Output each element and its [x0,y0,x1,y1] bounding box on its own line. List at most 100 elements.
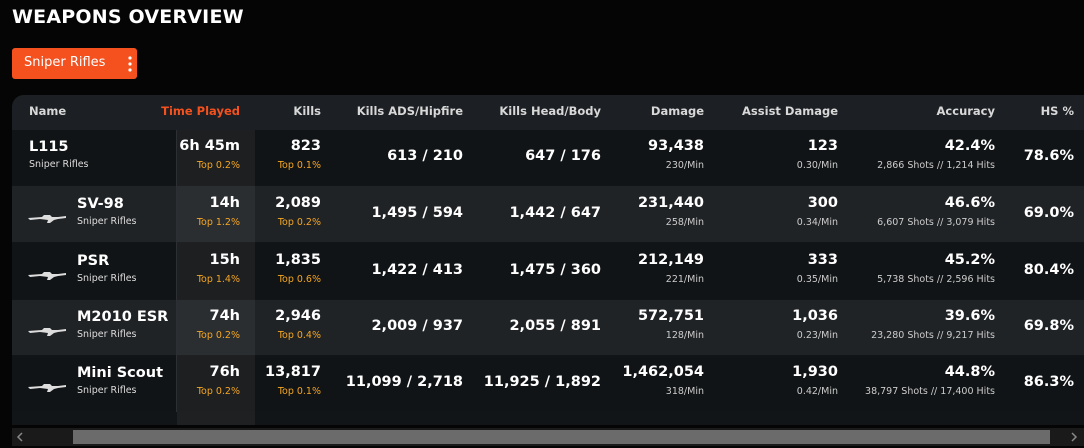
cell-subtext: Top 0.2% [196,160,240,171]
scroll-thumb[interactable] [73,430,1050,444]
cell-value: 74h [209,308,240,324]
cell-value: 1,475 / 360 [509,261,601,278]
cell-subtext: 0.35/Min [796,273,838,285]
weapon-name: SV-98 [77,195,124,212]
cell-subtext: 230/Min [665,160,704,171]
cell-value: 1,835 [275,251,321,268]
cell-value: 613 / 210 [387,148,463,164]
page-title: WEAPONS OVERVIEW [12,6,244,28]
column-header[interactable]: Kills Head/Body [499,104,601,118]
weapon-icon [28,266,66,285]
cell-value: 1,495 / 594 [371,204,463,221]
cell-value: 46.6% [944,194,995,211]
cell-value: 1,930 [792,364,838,380]
cell-value: 86.3% [1023,374,1074,390]
cell-value: 572,751 [637,308,704,324]
weapon-name: M2010 ESR [77,309,169,325]
cell-value: 80.4% [1023,261,1074,278]
cell-value: 231,440 [637,194,704,211]
cell-value: 2,089 [275,194,321,211]
table-row[interactable] [12,130,1084,185]
scroll-arrows [16,432,1078,442]
weapon-name: PSR [77,252,110,269]
cell-subtext: Top 0.1% [277,160,321,171]
cell-subtext: 0.30/Min [796,160,838,171]
cell-subtext: Top 0.2% [196,330,240,341]
column-header[interactable]: Accuracy [936,104,995,118]
cell-value: 13,817 [265,364,321,380]
column-header[interactable]: Kills [293,104,321,118]
cell-value: 39.6% [944,308,995,324]
weapons-table: Name Time Played Kills Kills ADS/Hipfire Kil… [12,95,1084,425]
cell-subtext: 318/Min [665,386,704,397]
table-row[interactable] [12,186,1084,242]
cell-value: 93,438 [648,138,704,154]
cell-value: 44.8% [944,364,995,380]
cell-value: 15h [209,251,240,268]
cell-value: 2,009 / 937 [371,318,463,334]
weapon-icon [28,378,66,397]
scrollbar[interactable] [12,428,1084,446]
cell-value: 11,925 / 1,892 [483,374,601,390]
weapon-name: L115 [29,139,69,155]
weapon-name: Mini Scout [77,365,163,381]
weapon-class: Sniper Rifles [77,329,137,340]
cell-value: 823 [290,138,321,154]
cell-subtext: Top 0.2% [196,386,240,397]
weapon-icon [28,322,66,341]
column-divider [176,130,177,412]
cell-subtext: Top 0.4% [277,330,321,341]
filter-label: Sniper Rifles [24,55,106,70]
cell-subtext: 0.42/Min [796,386,838,397]
cell-subtext: 23,280 Shots // 9,217 Hits [871,330,995,341]
cell-subtext: 221/Min [665,273,704,285]
cell-value: 69.0% [1023,204,1074,221]
cell-subtext: Top 1.4% [196,273,240,285]
cell-value: 212,149 [637,251,704,268]
column-header[interactable]: HS % [1040,104,1074,118]
weapon-icon [28,209,66,228]
cell-value: 45.2% [944,251,995,268]
sorted-column-header[interactable]: Time Played [161,104,240,118]
cell-value: 76h [209,364,240,380]
cell-value: 300 [807,194,838,211]
cell-value: 1,442 / 647 [509,204,601,221]
time-column-bg [177,130,255,425]
cell-value: 647 / 176 [525,148,601,164]
table-row[interactable] [12,300,1084,355]
column-header[interactable]: Damage [650,104,704,118]
cell-subtext: 128/Min [665,330,704,341]
cell-value: 11,099 / 2,718 [345,374,463,390]
cell-subtext: 0.23/Min [796,330,838,341]
cell-value: 1,422 / 413 [371,261,463,278]
weapon-class: Sniper Rifles [77,272,137,284]
menu-icon[interactable] [127,56,133,72]
weapon-class: Sniper Rifles [29,159,89,170]
cell-value: 42.4% [944,138,995,154]
cell-subtext: 2,866 Shots // 1,214 Hits [877,160,995,171]
cell-value: 2,055 / 891 [509,318,601,334]
cell-value: 69.8% [1023,318,1074,334]
column-header[interactable]: Name [29,104,67,118]
cell-subtext: 258/Min [665,216,704,228]
filter-button[interactable]: Sniper Rifles [12,48,137,79]
cell-value: 2,946 [275,308,321,324]
column-header[interactable]: Kills ADS/Hipfire [356,104,463,118]
table-row[interactable] [12,356,1084,411]
table-row[interactable] [12,243,1084,299]
header-row [12,95,1084,130]
cell-subtext: Top 0.6% [277,273,321,285]
cell-value: 1,036 [792,308,838,324]
cell-value: 14h [209,194,240,211]
cell-subtext: 38,797 Shots // 17,400 Hits [865,386,995,397]
cell-subtext: 6,607 Shots // 3,079 Hits [877,216,995,228]
cell-subtext: Top 0.1% [277,386,321,397]
cell-value: 123 [807,138,838,154]
cell-value: 78.6% [1023,148,1074,164]
weapon-class: Sniper Rifles [77,385,137,396]
column-header[interactable]: Assist Damage [742,104,838,118]
cell-subtext: Top 0.2% [277,216,321,228]
cell-value: 333 [807,251,838,268]
cell-value: 1,462,054 [622,364,704,380]
cell-subtext: 5,738 Shots // 2,596 Hits [877,273,995,285]
